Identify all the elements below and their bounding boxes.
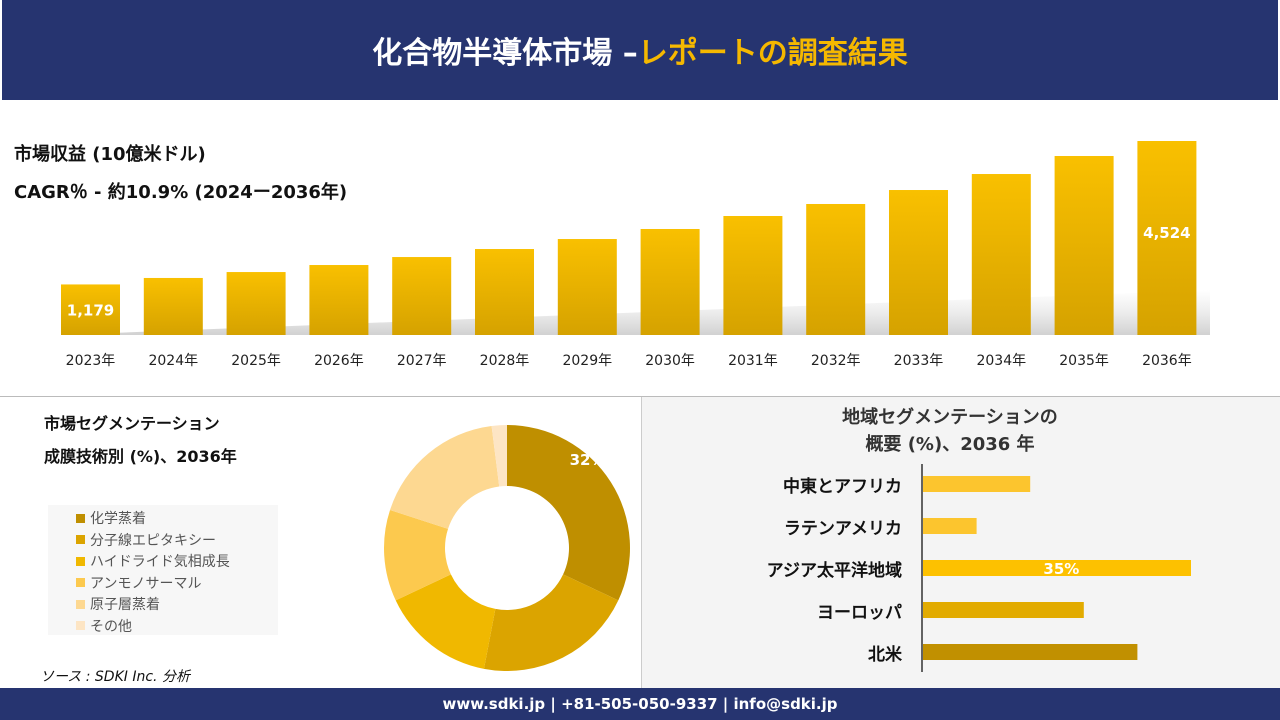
legend-swatch xyxy=(76,513,85,523)
year-label: 2026年 xyxy=(314,353,364,369)
revenue-bar xyxy=(640,228,700,335)
year-label: 2028年 xyxy=(480,353,530,369)
region-title: 地域セグメンテーションの 概要 (%)、2036 年 xyxy=(780,404,1120,458)
donut-slice xyxy=(483,574,619,671)
revenue-bar xyxy=(971,174,1031,335)
year-label: 2031年 xyxy=(728,353,778,369)
donut-slice xyxy=(384,509,451,601)
year-label: 2029年 xyxy=(562,353,612,369)
revenue-bar xyxy=(392,257,452,335)
divider xyxy=(0,396,1280,397)
legend-item: その他 xyxy=(76,616,132,636)
legend-label: 化学蒸着 xyxy=(90,511,146,527)
revenue-bar xyxy=(889,190,948,335)
legend-item: 分子線エピタキシー xyxy=(76,530,216,550)
title-accent: レポートの調査結果 xyxy=(637,36,908,71)
revenue-bar xyxy=(1054,156,1114,335)
donut-legend: 化学蒸着分子線エピタキシー ハイドライド気相成長 アンモノサーマル 原子層蒸着その他 xyxy=(48,505,278,635)
source-note: ソース : SDKI Inc. 分析 xyxy=(40,669,190,685)
segment-title-1: 市場セグメンテーション xyxy=(44,414,220,433)
region-label: ラテンアメリカ xyxy=(783,519,902,539)
year-label: 2030年 xyxy=(645,353,695,369)
revenue-bar xyxy=(309,265,369,335)
legend-swatch xyxy=(76,535,85,544)
revenue-bar xyxy=(557,239,617,335)
region-label: 北米 xyxy=(868,645,902,665)
revenue-bar-chart: 2023年 1,179 2024年 2025年 2026年 2027年 2028年 2029年… xyxy=(61,141,1210,369)
legend-label: アンモノサーマル xyxy=(90,575,202,592)
donut-slice xyxy=(390,425,500,529)
legend-label: ハイドライド気相成長 xyxy=(90,554,230,570)
revenue-bar xyxy=(226,272,286,335)
year-label: 2035年 xyxy=(1059,353,1109,369)
footer-contact: www.sdki.jp | +81-505-050-9337 | info@sd… xyxy=(0,688,1280,720)
cagr-label: CAGR％ - 約10.9% (2024ー2036年) xyxy=(14,182,348,203)
region-title-2: 概要 (%)、2036 年 xyxy=(865,434,1035,455)
year-label: 2027年 xyxy=(397,353,447,369)
legend-item: ハイドライド気相成長 xyxy=(76,551,230,571)
revenue-bar xyxy=(61,284,120,335)
legend-swatch xyxy=(76,556,85,566)
donut-slice xyxy=(507,425,630,601)
legend-swatch xyxy=(76,621,85,630)
donut-slice xyxy=(491,425,507,487)
legend-label: その他 xyxy=(90,618,132,635)
segment-title-2: 成膜技術別 (%)、2036年 xyxy=(44,447,237,466)
legend-label: 分子線エピタキシー xyxy=(90,532,216,549)
region-title-1: 地域セグメンテーションの xyxy=(842,407,1058,428)
year-label: 2036年 xyxy=(1142,353,1192,369)
legend-item: 原子層蒸着 xyxy=(76,594,160,614)
region-label: アジア太平洋地域 xyxy=(766,561,902,581)
year-label: 2032年 xyxy=(811,353,861,369)
region-panel xyxy=(641,397,1280,688)
year-label: 2034年 xyxy=(976,353,1026,369)
bar-value-label: 4,524 xyxy=(1143,224,1190,242)
revenue-bar xyxy=(723,216,783,335)
revenue-bar xyxy=(1137,141,1197,335)
donut-slice xyxy=(395,574,496,669)
slice-value-label: 32% xyxy=(570,451,606,469)
revenue-label: 市場収益 (10億米ドル) xyxy=(14,144,206,165)
legend-label: 原子層蒸着 xyxy=(90,597,160,613)
title-main: 化合物半導体市場 – xyxy=(372,36,638,71)
year-label: 2023年 xyxy=(66,353,116,369)
revenue-bar xyxy=(475,249,534,335)
legend-item: アンモノサーマル xyxy=(76,573,201,593)
year-label: 2025年 xyxy=(231,353,281,369)
legend-swatch xyxy=(76,578,85,587)
bar-value-label: 1,179 xyxy=(67,302,114,320)
region-label: 中東とアフリカ xyxy=(783,477,902,497)
revenue-bar xyxy=(806,203,866,335)
legend-swatch xyxy=(76,599,85,609)
revenue-bar xyxy=(143,277,203,335)
year-label: 2033年 xyxy=(894,353,944,369)
year-label: 2024年 xyxy=(148,353,198,369)
region-label: ヨーロッパ xyxy=(817,603,902,623)
header-banner: 化合物半導体市場 – レポートの調査結果 xyxy=(2,0,1278,100)
legend-item: 化学蒸着 xyxy=(76,508,146,528)
